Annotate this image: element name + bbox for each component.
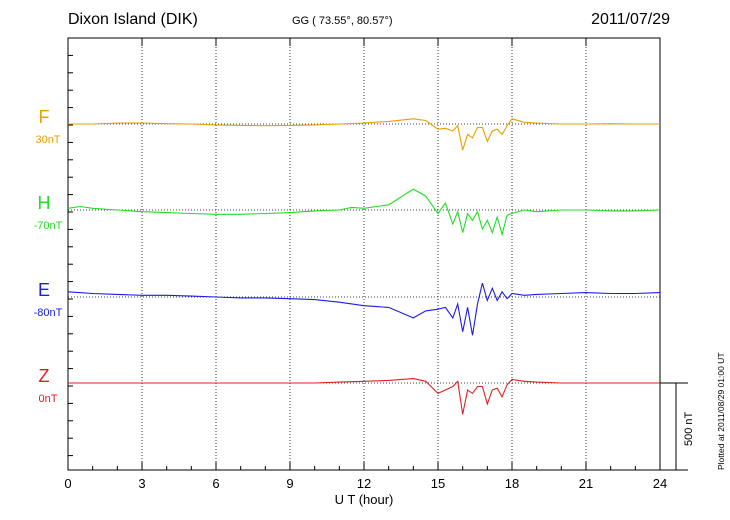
- x-axis-label: U T (hour): [335, 492, 394, 507]
- series-line-Z: [68, 378, 660, 415]
- x-tick-label: 21: [579, 476, 593, 491]
- x-tick-label: 12: [357, 476, 371, 491]
- series-baseline-label-E: -80nT: [34, 307, 63, 319]
- x-tick-label: 3: [138, 476, 145, 491]
- series-baseline-label-H: -70nT: [34, 220, 63, 232]
- series-name-Z: Z: [39, 366, 50, 386]
- station-title: Dixon Island (DIK): [68, 11, 198, 28]
- scale-bar-label: 500 nT: [683, 411, 695, 446]
- x-tick-label: 9: [286, 476, 293, 491]
- series-baseline-label-F: 30nT: [35, 134, 60, 146]
- plotted-timestamp: Plotted at 2011/08/29 01:00 UT: [716, 352, 726, 470]
- x-tick-label: 15: [431, 476, 445, 491]
- x-tick-label: 18: [505, 476, 519, 491]
- series-line-F: [68, 118, 660, 151]
- series-baseline-label-Z: 0nT: [39, 393, 58, 405]
- series-name-F: F: [39, 107, 50, 127]
- series-line-E: [67, 282, 661, 336]
- station-coordinates: GG ( 73.55°, 80.57°): [292, 15, 393, 27]
- series-name-E: E: [38, 280, 50, 300]
- x-tick-label: 24: [653, 476, 667, 491]
- series-name-H: H: [38, 193, 51, 213]
- plot-date: 2011/07/29: [591, 11, 670, 28]
- x-tick-label: 6: [212, 476, 219, 491]
- x-tick-label: 0: [64, 476, 71, 491]
- series-line-H: [67, 188, 661, 237]
